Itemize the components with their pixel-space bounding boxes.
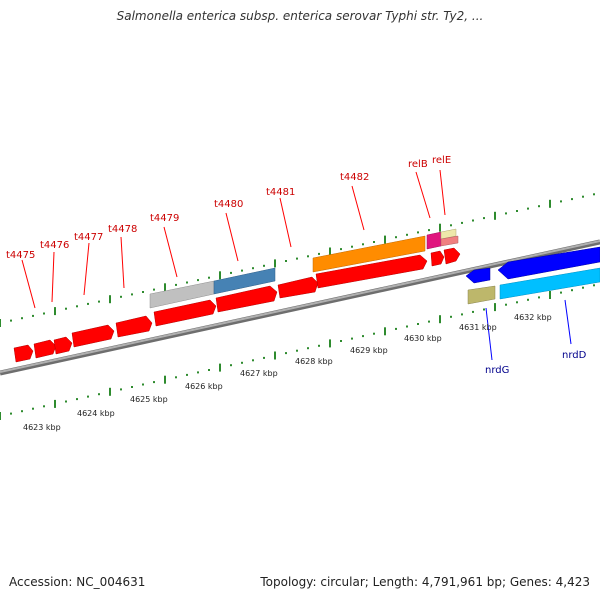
gene-arrow-t4477[interactable] <box>53 336 73 355</box>
genome-title: Salmonella enterica subsp. enterica sero… <box>116 9 484 23</box>
gene-arrow-t4482[interactable] <box>277 276 319 299</box>
feature-box-salmon[interactable] <box>440 235 459 247</box>
feature-box-orange[interactable] <box>312 235 426 273</box>
svg-text:t4480: t4480 <box>214 199 243 210</box>
genome-backbone <box>0 239 600 376</box>
scale-label-4629: 4629 kbp <box>350 346 388 355</box>
scale-label-4627: 4627 kbp <box>240 369 278 378</box>
gene-label-nrdG[interactable]: nrdG <box>485 307 509 376</box>
gene-arrow-nrdG[interactable] <box>465 267 491 284</box>
gene-label-t4478[interactable]: t4478 <box>108 224 137 289</box>
gene-arrow-relB[interactable] <box>430 250 445 267</box>
feature-box-olive[interactable] <box>467 285 496 305</box>
gene-label-t4481[interactable]: t4481 <box>266 187 295 248</box>
feature-box-khaki[interactable] <box>440 228 457 240</box>
gene-label-t4480[interactable]: t4480 <box>214 199 243 262</box>
feature-box-deepskyblue[interactable] <box>499 267 600 300</box>
scale-label-4625: 4625 kbp <box>130 395 168 404</box>
svg-text:relB: relB <box>408 159 428 170</box>
gene-arrow-t4478[interactable] <box>71 324 115 348</box>
gene-arrow-t4482b[interactable] <box>315 254 428 289</box>
svg-text:t4476: t4476 <box>40 240 69 251</box>
svg-text:t4475: t4475 <box>6 250 35 261</box>
gene-label-t4482[interactable]: t4482 <box>340 172 369 231</box>
gene-label-nrdD[interactable]: nrdD <box>562 299 587 361</box>
gene-arrow-relE[interactable] <box>443 247 461 265</box>
scale-label-4624: 4624 kbp <box>77 409 115 418</box>
scale-label-4628: 4628 kbp <box>295 357 333 366</box>
gene-arrow-t4481[interactable] <box>215 285 278 313</box>
gene-arrow-t4479[interactable] <box>115 315 153 338</box>
gene-label-relE[interactable]: relE <box>432 155 451 216</box>
scale-label-4630: 4630 kbp <box>404 334 442 343</box>
gene-label-t4477[interactable]: t4477 <box>74 232 103 296</box>
gene-label-t4479[interactable]: t4479 <box>150 213 179 278</box>
gene-label-t4475[interactable]: t4475 <box>6 250 36 309</box>
svg-text:nrdG: nrdG <box>485 365 509 376</box>
topology-label: Topology: circular; Length: 4,791,961 bp… <box>260 575 590 589</box>
gene-arrow-t4476[interactable] <box>33 339 57 359</box>
reverse-gene-labels: nrdG nrdD <box>485 299 587 376</box>
svg-text:nrdD: nrdD <box>562 350 587 361</box>
gene-label-t4476[interactable]: t4476 <box>40 240 69 303</box>
gene-arrow-t4475[interactable] <box>13 344 34 363</box>
feature-box-magenta[interactable] <box>426 231 442 250</box>
feature-box-steelblue[interactable] <box>213 267 276 295</box>
svg-text:t4477: t4477 <box>74 232 103 243</box>
gene-label-relB[interactable]: relB <box>408 159 431 219</box>
svg-text:relE: relE <box>432 155 451 166</box>
svg-text:t4481: t4481 <box>266 187 295 198</box>
svg-text:t4479: t4479 <box>150 213 179 224</box>
scale-labels: 4623 kbp 4624 kbp 4625 kbp 4626 kbp 4627… <box>23 313 552 432</box>
lower-tick-row <box>0 284 595 420</box>
upper-tick-row <box>0 193 595 327</box>
forward-gene-labels: t4475 t4476 t4477 t4478 t4479 t4480 <box>6 155 451 309</box>
gene-arrow-nrdD[interactable] <box>497 246 600 280</box>
feature-tracks <box>13 228 600 363</box>
scale-label-4631: 4631 kbp <box>459 323 497 332</box>
scale-label-4623: 4623 kbp <box>23 423 61 432</box>
scale-label-4626: 4626 kbp <box>185 382 223 391</box>
accession-label: Accession: NC_004631 <box>9 575 146 589</box>
svg-text:t4482: t4482 <box>340 172 369 183</box>
svg-text:t4478: t4478 <box>108 224 137 235</box>
scale-label-4632: 4632 kbp <box>514 313 552 322</box>
gene-arrow-t4480[interactable] <box>153 299 217 327</box>
